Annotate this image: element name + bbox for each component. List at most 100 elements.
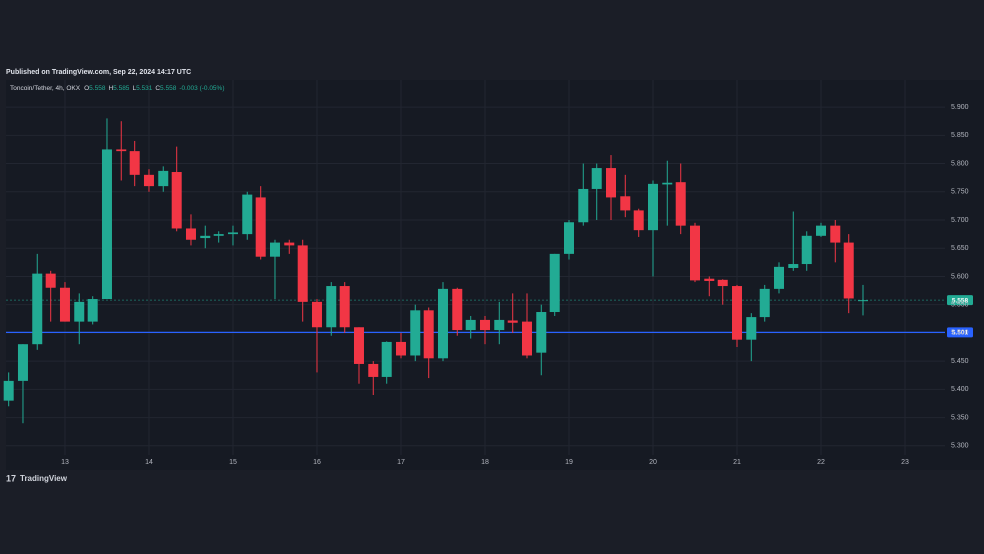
candle-body: [704, 278, 715, 281]
candle-body: [87, 299, 98, 322]
candle-body: [255, 197, 266, 257]
legend-key: L: [132, 85, 136, 92]
candle-body: [801, 235, 812, 265]
candle-body: [395, 341, 406, 356]
legend-value: 5.531: [136, 85, 153, 92]
grid: [6, 80, 945, 455]
candle-body: [662, 182, 673, 185]
candle-body: [479, 319, 490, 331]
axes: 5.300 5.350 5.400 5.450 5.500 5.550 5.600 5.650…: [61, 104, 969, 466]
candle-body: [200, 235, 211, 239]
candle-body: [774, 266, 785, 289]
candle-body: [284, 242, 295, 246]
candle-body: [339, 286, 350, 328]
candle-body: [620, 196, 631, 211]
x-tick-label: 22: [817, 459, 825, 466]
y-tick-label: 5.350: [951, 414, 969, 421]
y-tick-label: 5.700: [951, 217, 969, 224]
candle-body: [717, 279, 728, 287]
candle-body: [32, 273, 43, 345]
candle-body: [129, 151, 140, 175]
x-tick-label: 17: [397, 459, 405, 466]
x-tick-label: 14: [145, 459, 153, 466]
candle-body: [788, 264, 799, 268]
candle-body: [675, 182, 686, 226]
candle-body: [591, 168, 602, 189]
candle-body: [3, 380, 14, 401]
candle-body: [549, 253, 560, 313]
price-tag: [947, 295, 973, 306]
candle-body: [563, 222, 574, 254]
candle-body: [353, 327, 364, 364]
y-tick-label: 5.300: [951, 443, 969, 450]
y-tick-label: 5.500: [951, 330, 969, 337]
candle-body: [242, 194, 253, 235]
x-tick-label: 18: [481, 459, 489, 466]
candle-body: [326, 286, 337, 328]
candle-body: [452, 288, 463, 331]
candle-body: [858, 300, 869, 302]
chart-panel: [6, 80, 984, 470]
candle-body: [101, 149, 112, 300]
y-tick-label: 5.600: [951, 273, 969, 280]
y-tick-label: 5.850: [951, 132, 969, 139]
x-tick-label: 13: [61, 459, 69, 466]
candle-body: [633, 210, 644, 231]
legend-key: H: [108, 85, 113, 92]
candle-body: [116, 149, 127, 152]
candles: [3, 118, 869, 424]
published-note: Published on TradingView.com, Sep 22, 20…: [6, 69, 191, 76]
candle-body: [297, 245, 308, 302]
candle-body: [17, 344, 28, 381]
candle-body: [843, 242, 854, 299]
candle-body: [269, 242, 280, 257]
candle-body: [465, 319, 476, 331]
price-tag-label: 5.501: [952, 330, 969, 337]
y-tick-label: 5.400: [951, 386, 969, 393]
candle-body: [690, 225, 701, 281]
candle-body: [158, 170, 169, 187]
candle-body: [536, 312, 547, 353]
legend-key: C: [155, 85, 160, 92]
y-tick-label: 5.800: [951, 160, 969, 167]
candle-body: [578, 188, 589, 223]
candle-body: [143, 174, 154, 187]
price-tag: [947, 327, 973, 338]
y-tick-label: 5.650: [951, 245, 969, 252]
x-tick-label: 20: [649, 459, 657, 466]
legend-symbol: Toncoin/Tether, 4h, OKX: [10, 85, 81, 92]
y-tick-label: 5.450: [951, 358, 969, 365]
logo-text: TradingView: [20, 474, 68, 483]
x-tick-label: 21: [733, 459, 741, 466]
candle-body: [213, 234, 224, 236]
price-tag-label: 5.558: [952, 297, 969, 304]
legend: Toncoin/Tether, 4h, OKX O5.558 H5.585 L5.53…: [10, 85, 225, 92]
x-tick-label: 15: [229, 459, 237, 466]
x-tick-label: 16: [313, 459, 321, 466]
y-tick-label: 5.900: [951, 104, 969, 111]
candle-body: [74, 301, 85, 322]
y-tick-label: 5.550: [951, 302, 969, 309]
price-lines: 5.558 5.501: [6, 295, 973, 338]
legend-value: 5.558: [160, 85, 177, 92]
candle-body: [816, 225, 827, 236]
candle-body: [494, 319, 505, 331]
candle-body: [311, 301, 322, 328]
candle-body: [830, 225, 841, 243]
candle-body: [437, 288, 448, 359]
legend-change: -0.003 (-0.05%): [179, 85, 224, 92]
candle-body: [185, 228, 196, 240]
x-tick-label: 23: [901, 459, 909, 466]
legend-value: 5.558: [89, 85, 106, 92]
candle-body: [507, 320, 518, 323]
candle-body: [648, 183, 659, 231]
candle-body: [381, 341, 392, 377]
candle-body: [521, 321, 532, 356]
candle-body: [410, 310, 421, 356]
candle-body: [45, 273, 56, 288]
candle-body: [423, 310, 434, 359]
legend-key: O: [84, 85, 89, 92]
candle-body: [732, 286, 743, 340]
